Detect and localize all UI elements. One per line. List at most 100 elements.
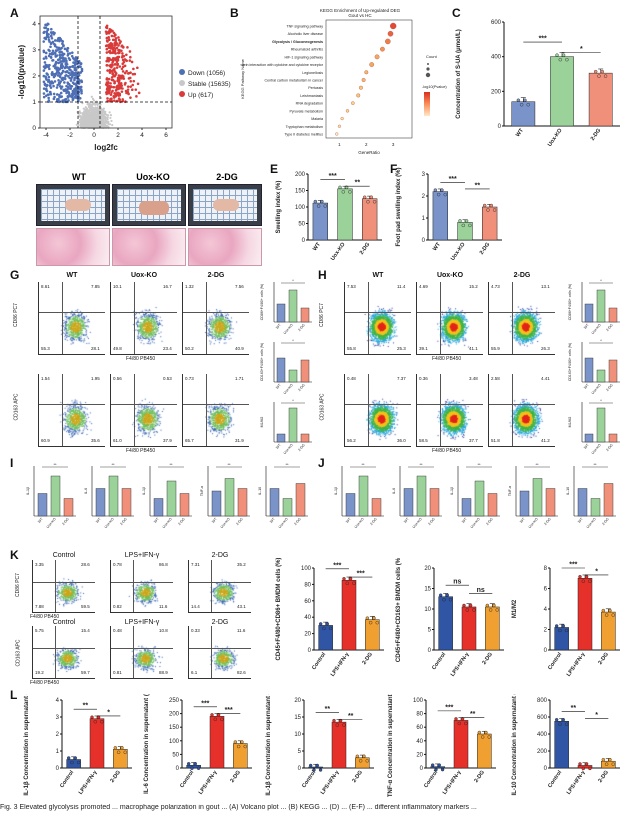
volcano-point-down (68, 65, 72, 69)
flow-gate-h (417, 312, 483, 314)
flow-quadrant-value: 4.41 (541, 376, 550, 381)
flow-quadrant-value: 2.58 (491, 376, 500, 381)
bar (209, 716, 225, 769)
category-label: Control (311, 651, 327, 671)
mini-bar (166, 480, 177, 517)
flow-quadrant-value: 1.54 (41, 376, 50, 381)
data-point (581, 579, 586, 583)
flow-density (183, 282, 249, 354)
y-axis-label: IL-1β Concentration in supernatant (pg/m… (266, 694, 272, 796)
volcano-point-stable (83, 112, 86, 115)
kegg-dotplot: KEGG Enrichment of Up-regulated DEG Gout… (240, 8, 447, 155)
flow-quadrant-value: 16.7 (163, 284, 172, 289)
volcano-point-down (61, 42, 64, 45)
data-point (564, 628, 569, 633)
flow-k-title-3: 2-DG (211, 552, 229, 559)
category-label: Uox-KO (450, 241, 467, 262)
y-tick-label: 40 (416, 739, 423, 745)
data-point (123, 750, 127, 754)
mini-cat-label: 2-DG (485, 517, 494, 526)
volcano-point-up (117, 97, 121, 100)
bar (337, 188, 353, 241)
kegg-term-label: Leishmaniasis (300, 94, 323, 98)
volcano-point-up (106, 78, 110, 81)
volcano-point-up (107, 59, 110, 63)
mini-sig-label: ** (535, 462, 539, 467)
data-point (558, 628, 562, 633)
significance-label: ns (477, 587, 485, 594)
volcano-point-up (129, 80, 133, 83)
flow-quadrant-value: 0.82 (113, 604, 122, 609)
flow-quadrant-value: 13.1 (541, 284, 550, 289)
flow-plot: 7.53 11.4 55.8 25.3 (344, 282, 411, 355)
volcano-point-stable (104, 110, 107, 113)
flow-density (189, 560, 251, 612)
data-point (597, 74, 601, 78)
flow-h-x1: F4/80 PB450 (432, 356, 462, 362)
volcano-point-up (115, 93, 119, 97)
bar (550, 56, 574, 127)
flow-density (489, 374, 555, 446)
volcano-point-down (53, 51, 56, 55)
data-point (190, 766, 194, 770)
kegg-dots (335, 22, 397, 136)
volcano-point-up (105, 51, 109, 54)
mini-cat-label: WT (211, 516, 218, 523)
data-point (308, 763, 313, 768)
mini-cat-label: Uox-KO (591, 323, 602, 335)
volcano-point-down (68, 76, 72, 80)
flow-quadrant-value: 11.4 (397, 284, 406, 289)
mini-cat-label: WT (275, 322, 282, 329)
flow-gate-v (210, 626, 212, 678)
volcano-point-stable (107, 114, 110, 117)
volcano-point-stable (88, 125, 91, 129)
flow-k-y2: CD163 APC (15, 639, 22, 667)
flow-gate-v (134, 374, 136, 446)
volcano-point-stable (84, 116, 87, 119)
volcano-point-down (53, 44, 57, 48)
y-tick-label: 0 (498, 124, 502, 130)
kegg-dot (351, 101, 355, 105)
flow-plot: 5.75 15.4 19.2 59.7 (32, 626, 95, 679)
volcano-point-stable (106, 116, 109, 119)
volcano-point-up (113, 67, 116, 70)
volcano-point-down (71, 51, 74, 54)
flow-gate-h (111, 581, 173, 583)
y-tick-label: 0 (428, 648, 432, 654)
data-point (458, 219, 462, 223)
volcano-ylabel: -log10(pvalue) (17, 45, 26, 100)
mini-cat-label: Uox-KO (220, 517, 231, 529)
volcano-point-down (65, 48, 69, 51)
volcano-yticks: 0 1 2 3 4 (32, 21, 40, 132)
volcano-point-down (65, 91, 68, 95)
kegg-subtitle: Gout vs HC (348, 13, 372, 18)
flow-quadrant-value: 7.88 (35, 604, 44, 609)
bar (432, 191, 448, 241)
flow-quadrant-value: 82.6 (237, 670, 246, 675)
volcano-point-stable (91, 97, 95, 100)
mini-bar (461, 498, 472, 517)
volcano-point-up (123, 64, 127, 68)
volcano-point-stable (79, 122, 82, 125)
data-point (603, 74, 608, 78)
volcano-point-stable (98, 108, 102, 111)
y-tick-label: 3 (422, 172, 426, 178)
y-tick-label: 4 (56, 698, 60, 704)
mini-y-label: IL-10 (258, 487, 262, 495)
kegg-dot (337, 124, 341, 128)
volcano-point-up (129, 96, 132, 99)
flow-quadrant-value: 1.32 (185, 284, 194, 289)
volcano-point-down (73, 68, 77, 72)
volcano-point-up (112, 94, 116, 98)
flow-quadrant-value: 0.33 (191, 628, 200, 633)
mini-bar (608, 433, 618, 443)
volcano-point-down (45, 89, 49, 93)
volcano-point-up (117, 38, 121, 42)
volcano-point-up (117, 36, 120, 39)
mini-sig-label: ** (111, 462, 115, 467)
volcano-point-down (43, 61, 47, 64)
volcano-point-down (73, 63, 77, 67)
volcano-point-up (107, 38, 111, 42)
flow-quadrant-value: 7.56 (235, 284, 244, 289)
volcano-point-up (110, 42, 114, 46)
